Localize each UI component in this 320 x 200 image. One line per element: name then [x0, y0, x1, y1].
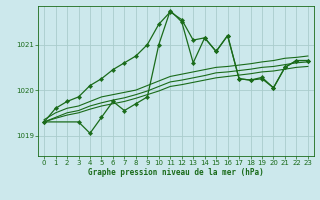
X-axis label: Graphe pression niveau de la mer (hPa): Graphe pression niveau de la mer (hPa): [88, 168, 264, 177]
